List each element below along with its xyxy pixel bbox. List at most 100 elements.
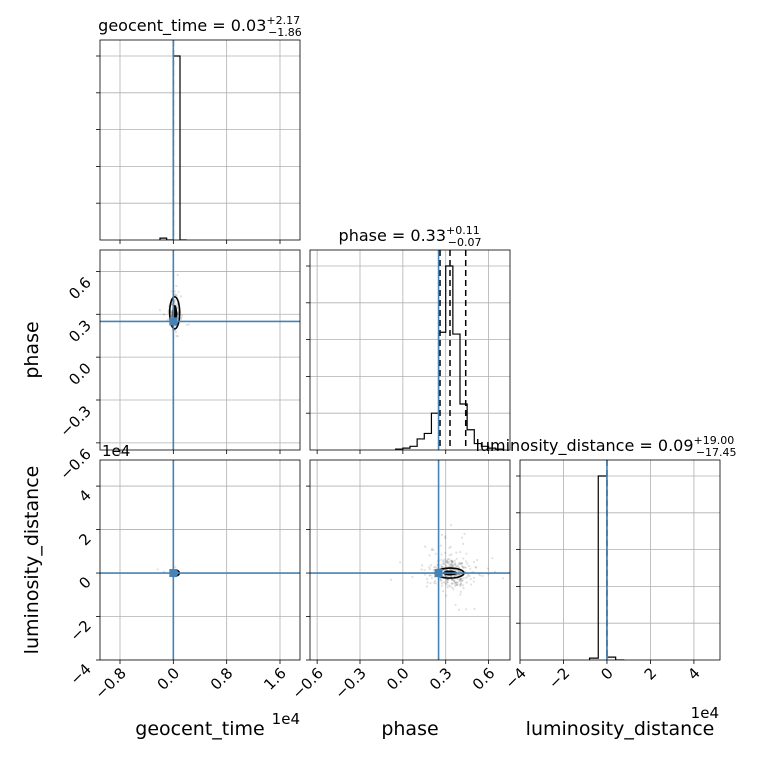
- sample-point: [469, 577, 472, 581]
- title-lower-error: −0.07: [448, 236, 482, 249]
- sample-point: [450, 560, 454, 563]
- sample-point: [457, 563, 460, 566]
- sample-point: [443, 574, 446, 577]
- sample-point: [174, 331, 178, 334]
- sample-point: [451, 560, 454, 563]
- x-axis-label-luminosity_distance: luminosity_distance: [526, 718, 715, 740]
- sample-point: [456, 583, 459, 586]
- sample-point: [180, 316, 183, 319]
- sample-point: [449, 523, 453, 527]
- sample-point: [424, 573, 427, 576]
- contour-outer: [168, 296, 181, 330]
- scatter-panel-geocent_time-vs-luminosity_distance: [96, 459, 301, 664]
- sample-point: [174, 299, 177, 302]
- sample-point: [174, 293, 177, 296]
- sample-point: [446, 561, 449, 564]
- sample-point: [459, 562, 462, 565]
- sample-point: [455, 574, 458, 577]
- x-tick-label-geocent_time: −0.8: [91, 664, 129, 702]
- sample-point: [455, 557, 458, 560]
- sample-point: [451, 578, 454, 581]
- sample-point: [451, 561, 454, 564]
- sample-point: [434, 552, 437, 555]
- sample-point: [502, 577, 505, 580]
- title-main-text: luminosity_distance = 0.09: [475, 436, 693, 456]
- sample-point: [179, 295, 183, 298]
- sample-point: [451, 582, 454, 585]
- sample-point: [430, 548, 433, 552]
- sample-point: [440, 558, 443, 562]
- hist-panel-geocent_time: geocent_time = 0.03+2.17 −1.86: [96, 14, 302, 244]
- sample-point: [475, 566, 478, 569]
- sample-point: [435, 567, 438, 570]
- x-tick-label-luminosity_distance: 0: [597, 664, 616, 683]
- sample-point: [460, 565, 464, 568]
- sample-point: [454, 581, 457, 584]
- x-tick-label-geocent_time: 0.8: [207, 664, 237, 694]
- sample-point: [445, 565, 448, 568]
- sample-point: [441, 565, 444, 569]
- sample-point: [158, 309, 162, 312]
- sample-point: [461, 542, 465, 545]
- y-tick-label-luminosity_distance: −4: [66, 660, 94, 688]
- sample-point: [451, 586, 454, 589]
- sample-point: [464, 576, 467, 579]
- sample-point: [457, 566, 461, 569]
- x-tick-label-geocent_time: 0.0: [154, 664, 184, 694]
- sample-point: [446, 581, 449, 584]
- sample-point: [454, 603, 457, 606]
- sample-point: [446, 586, 449, 589]
- sample-point: [424, 545, 427, 548]
- sample-point: [457, 569, 460, 573]
- title-main-text: geocent_time = 0.03: [98, 16, 266, 36]
- sample-point: [446, 558, 449, 561]
- sample-point: [445, 579, 449, 582]
- sample-point: [428, 554, 431, 557]
- sample-point: [439, 564, 442, 567]
- sample-point: [449, 563, 453, 566]
- sample-point: [469, 567, 472, 570]
- sample-point: [187, 323, 190, 326]
- sample-point: [156, 568, 159, 571]
- sample-point: [458, 569, 461, 573]
- sample-point: [445, 594, 448, 597]
- sample-point: [472, 560, 475, 563]
- sample-point: [173, 302, 177, 305]
- sample-point: [455, 583, 458, 587]
- sample-point: [450, 553, 453, 556]
- sample-point: [429, 574, 432, 577]
- y-tick-label-phase: −0.6: [56, 445, 94, 483]
- title-main-text: phase = 0.33: [339, 226, 446, 245]
- sample-point: [459, 550, 462, 554]
- histogram-geocent_time: [159, 55, 187, 240]
- sample-point: [175, 284, 178, 288]
- sample-point: [456, 577, 459, 581]
- sample-point: [448, 568, 452, 572]
- sample-point: [479, 574, 482, 577]
- sample-point: [453, 563, 456, 566]
- sample-point: [450, 562, 453, 565]
- sample-point: [455, 564, 459, 567]
- sample-point: [453, 574, 456, 578]
- sample-point: [459, 590, 462, 593]
- sample-point: [433, 579, 437, 583]
- sample-point: [460, 562, 463, 565]
- sample-point: [451, 560, 455, 563]
- sample-point: [444, 582, 447, 585]
- x-tick-label-luminosity_distance: 4: [684, 664, 703, 683]
- sample-point: [428, 566, 431, 569]
- sample-point: [447, 584, 451, 587]
- panel-title-phase: phase = 0.33+0.11 −0.07: [339, 224, 482, 249]
- sample-point: [176, 335, 179, 338]
- sample-point: [465, 552, 468, 555]
- sample-point: [462, 577, 465, 580]
- sample-point: [476, 558, 479, 562]
- sample-point: [185, 323, 188, 327]
- sample-point: [453, 579, 456, 582]
- sample-point: [473, 607, 476, 610]
- sample-point: [456, 583, 459, 586]
- sample-point: [444, 535, 447, 538]
- x-tick-label-phase: −0.3: [331, 664, 369, 702]
- sample-point: [443, 561, 446, 564]
